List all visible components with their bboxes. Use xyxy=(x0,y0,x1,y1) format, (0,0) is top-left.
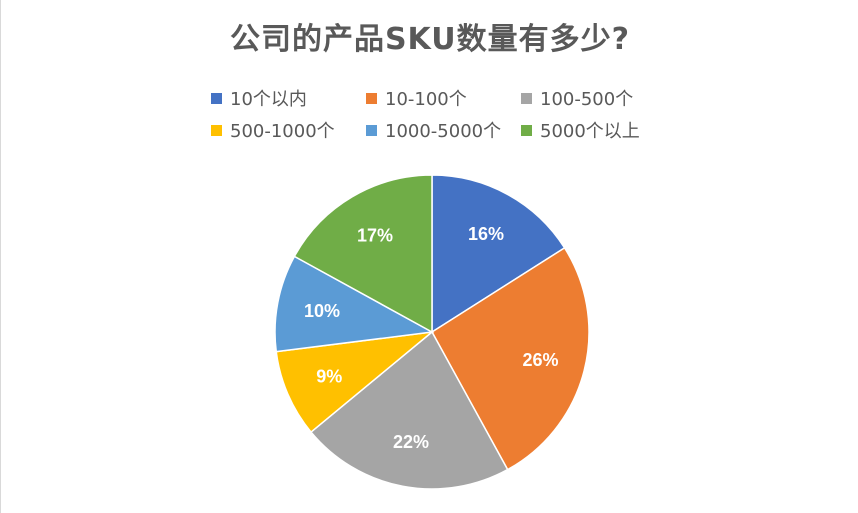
legend-item-1: 10-100个 xyxy=(366,85,521,111)
legend-item-2: 100-500个 xyxy=(521,85,676,111)
legend-row-1: 10个以内 10-100个 100-500个 xyxy=(211,82,691,114)
legend-label-0: 10个以内 xyxy=(230,89,307,110)
legend-swatch-1 xyxy=(366,92,377,104)
legend-row-2: 500-1000个 1000-5000个 5000个以上 xyxy=(211,114,691,146)
legend-swatch-0 xyxy=(211,92,222,104)
chart-title: 公司的产品SKU数量有多少? xyxy=(229,22,631,57)
pie-slices xyxy=(274,174,590,490)
pie-label-100-500: 22% xyxy=(393,432,429,452)
legend-swatch-4 xyxy=(366,124,377,136)
pie-slice-10-100 xyxy=(431,246,590,471)
pie-slice-upto-10 xyxy=(431,174,566,334)
chart-legend: 10个以内 10-100个 100-500个 500-1000个 1000-50… xyxy=(211,82,691,146)
pie-labels: 16% 26% 22% 9% 10% 17% xyxy=(304,224,559,452)
pie-slice-500-1000 xyxy=(275,330,435,434)
legend-label-2: 100-500个 xyxy=(540,89,634,110)
legend-label-5: 5000个以上 xyxy=(540,121,640,142)
legend-label-4: 1000-5000个 xyxy=(385,121,502,142)
legend-swatch-3 xyxy=(211,124,222,136)
pie-slice-100-500 xyxy=(309,330,509,490)
pie-slice-over-5000 xyxy=(293,174,433,334)
pie-label-upto-10: 16% xyxy=(468,224,504,244)
legend-item-4: 1000-5000个 xyxy=(366,117,521,143)
legend-item-3: 500-1000个 xyxy=(211,117,366,143)
legend-swatch-2 xyxy=(521,92,532,104)
pie-slice-1000-5000 xyxy=(274,255,435,353)
legend-label-1: 10-100个 xyxy=(385,89,467,110)
legend-item-5: 5000个以上 xyxy=(521,117,676,143)
pie-label-over-5000: 17% xyxy=(357,226,393,246)
pie-label-1000-5000: 10% xyxy=(304,301,340,321)
legend-item-0: 10个以内 xyxy=(211,85,366,111)
legend-swatch-5 xyxy=(521,124,532,136)
legend-label-3: 500-1000个 xyxy=(230,121,335,142)
pie-label-10-100: 26% xyxy=(522,350,558,370)
pie-label-500-1000: 9% xyxy=(316,366,342,386)
